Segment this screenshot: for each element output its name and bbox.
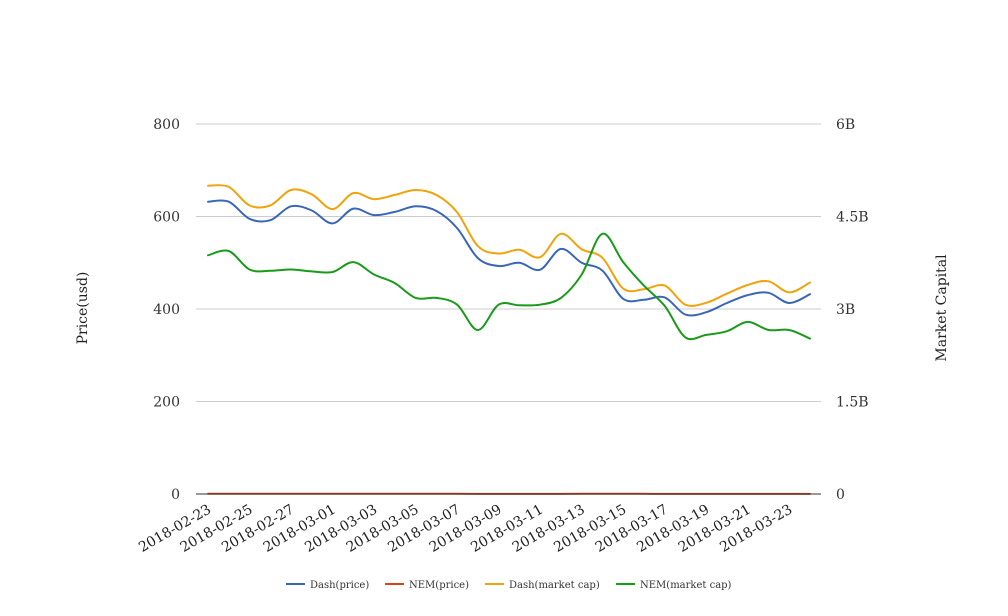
right-tick-label: 6B xyxy=(836,117,855,133)
legend-item[interactable]: Dash(price) xyxy=(286,580,369,591)
right-tick-label: 1.5B xyxy=(836,395,869,411)
right-tick-label: 0 xyxy=(836,487,845,503)
right-axis-title: Market Capital xyxy=(934,254,950,362)
legend: Dash(price) NEM(price) Dash(market cap) NEM… xyxy=(286,580,732,591)
series-line-nem-market-cap xyxy=(207,232,811,341)
x-axis: 2018-02-232018-02-252018-02-272018-03-01… xyxy=(136,502,795,556)
grid xyxy=(196,123,821,402)
legend-label: Dash(market cap) xyxy=(509,580,600,591)
left-tick-label: 400 xyxy=(153,302,180,318)
series-line-dash-price xyxy=(207,199,811,317)
legend-label: NEM(market cap) xyxy=(640,580,732,591)
right-axis: 0 1.5B 3B 4.5B 6B xyxy=(836,117,869,503)
left-tick-label: 600 xyxy=(153,210,180,226)
series-layer xyxy=(207,184,811,495)
right-tick-label: 3B xyxy=(836,302,855,318)
legend-item[interactable]: NEM(price) xyxy=(385,580,469,591)
left-tick-label: 800 xyxy=(153,117,180,133)
series-line-dash-market-cap xyxy=(207,184,811,307)
right-tick-label: 4.5B xyxy=(836,210,869,226)
left-tick-label: 200 xyxy=(153,395,180,411)
legend-label: Dash(price) xyxy=(310,580,369,591)
legend-item[interactable]: Dash(market cap) xyxy=(485,580,600,591)
left-tick-label: 0 xyxy=(171,487,180,503)
left-axis-title: Price(usd) xyxy=(75,272,91,345)
legend-item[interactable]: NEM(market cap) xyxy=(616,580,732,591)
left-axis: 0 200 400 600 800 xyxy=(153,117,180,503)
legend-label: NEM(price) xyxy=(409,580,469,591)
